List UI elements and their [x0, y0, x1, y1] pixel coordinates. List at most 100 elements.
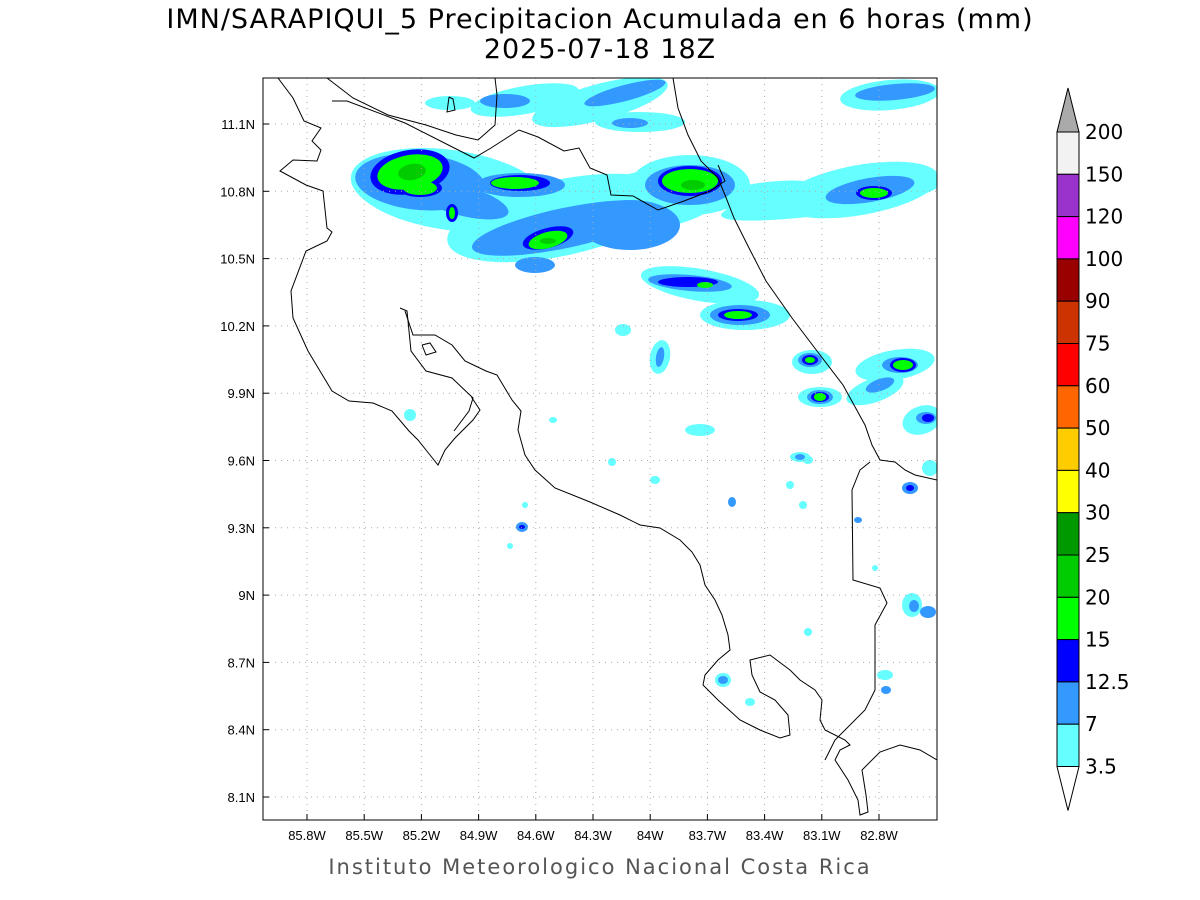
precip-contour — [403, 181, 437, 195]
nicaragua-border — [332, 100, 726, 211]
lat-tick-label: 8.1N — [228, 790, 255, 805]
colorbar-swatch — [1056, 512, 1080, 556]
colorbar-swatch — [1056, 681, 1080, 725]
precip-contour — [540, 238, 556, 244]
colorbar-label: 40 — [1085, 458, 1110, 482]
precip-contour — [480, 94, 530, 108]
precip-contour — [881, 686, 891, 694]
precip-contour — [865, 377, 895, 393]
colorbar-swatch — [1056, 216, 1080, 260]
colorbar-under-triangle — [1056, 766, 1080, 811]
precip-contour — [580, 200, 680, 250]
lat-tick-label: 11.1N — [221, 117, 255, 132]
lat-tick-label: 9.3N — [228, 521, 255, 536]
precip-contour — [718, 676, 728, 684]
precip-contour — [724, 311, 752, 319]
island-outline — [421, 342, 437, 356]
precip-contour — [728, 497, 736, 507]
precip-contour — [854, 517, 862, 523]
colorbar-over-triangle — [1056, 87, 1080, 133]
colorbar-swatch — [1056, 343, 1080, 387]
precip-contour — [449, 207, 455, 219]
colorbar-swatch — [1056, 723, 1080, 768]
lon-tick-label: 83.4W — [746, 828, 784, 843]
lon-tick-label: 84.3W — [574, 828, 612, 843]
precip-contour — [650, 476, 660, 484]
precip-contour — [799, 501, 807, 509]
axis-ticks: 85.8W 85.5W 85.2W 84.9W 84.6W 84.3W 84W 83.7W 83… — [220, 117, 898, 843]
precipitation-contours — [350, 78, 937, 706]
colorbar-swatch — [1056, 469, 1080, 514]
precip-contour — [804, 628, 812, 636]
precip-contour — [507, 543, 513, 549]
colorbar-label: 150 — [1085, 162, 1123, 186]
pacific-coastline — [277, 78, 481, 466]
lon-tick-label: 84.9W — [460, 828, 498, 843]
precip-contour — [404, 409, 416, 421]
lat-tick-label: 8.7N — [228, 655, 255, 670]
colorbar-swatch — [1056, 554, 1080, 598]
precip-contour — [612, 118, 648, 128]
lake-shore — [326, 78, 498, 141]
island-lake — [446, 96, 456, 113]
colorbar-swatch — [1056, 258, 1080, 302]
colorbar-swatch — [1056, 427, 1080, 471]
colorbar-label: 20 — [1085, 585, 1110, 609]
precip-contour — [398, 163, 426, 181]
precip-contour — [608, 458, 616, 466]
precip-contour — [685, 424, 715, 436]
precip-contour — [906, 485, 914, 491]
colorbar-label: 50 — [1085, 416, 1110, 440]
lat-tick-label: 9N — [238, 588, 255, 603]
central-pacific-coastline — [404, 310, 937, 816]
colorbar-label: 25 — [1085, 543, 1110, 567]
precip-contour — [922, 460, 937, 476]
map-subtitle: 2025-07-18 18Z — [483, 34, 717, 65]
lat-tick-label: 9.6N — [228, 454, 255, 469]
lat-tick-label: 10.8N — [220, 184, 255, 199]
colorbar-label: 60 — [1085, 374, 1110, 398]
colorbar-swatch — [1056, 173, 1080, 218]
panama-border — [824, 461, 888, 761]
lon-tick-label: 83.1W — [803, 828, 841, 843]
colorbar-label: 15 — [1085, 628, 1110, 652]
precip-contour — [519, 525, 525, 529]
lon-tick-label: 85.2W — [403, 828, 441, 843]
colorbar-label: 3.5 — [1085, 755, 1117, 779]
precip-contour — [425, 96, 475, 110]
precip-contour — [872, 565, 878, 571]
grid-lines — [263, 78, 937, 820]
colorbar-label: 120 — [1085, 205, 1123, 229]
lat-tick-label: 9.9N — [228, 386, 255, 401]
colorbar-label: 75 — [1085, 332, 1110, 356]
coastlines-borders — [277, 78, 937, 816]
precip-contour — [893, 360, 913, 370]
colorbar: 200 150 120 100 90 75 60 50 40 30 25 20 15 12.5 7 3.5 — [1056, 87, 1130, 811]
precip-contour — [814, 393, 826, 401]
lat-tick-label: 8.4N — [228, 723, 255, 738]
colorbar-label: 30 — [1085, 501, 1110, 525]
lon-tick-label: 83.7W — [689, 828, 727, 843]
lat-tick-label: 10.5N — [220, 252, 255, 267]
colorbar-label: 90 — [1085, 289, 1110, 313]
precip-contour — [855, 83, 935, 101]
precip-contour — [584, 79, 666, 107]
lat-tick-label: 10.2N — [220, 319, 255, 334]
colorbar-label: 12.5 — [1085, 670, 1130, 694]
precip-contour — [697, 282, 713, 288]
colorbar-swatch — [1056, 596, 1080, 641]
colorbar-label: 100 — [1085, 247, 1123, 271]
map-title: IMN/SARAPIQUI_5 Precipitacion Acumulada … — [166, 4, 1034, 35]
precip-contour — [515, 257, 555, 273]
precip-contour — [549, 417, 557, 423]
precip-contour — [860, 188, 888, 198]
lon-tick-label: 82.8W — [860, 828, 898, 843]
lon-tick-label: 85.5W — [345, 828, 383, 843]
map-frame — [262, 77, 938, 821]
precip-contour — [491, 177, 539, 189]
colorbar-label: 7 — [1085, 712, 1098, 736]
precip-contour — [805, 357, 815, 363]
colorbar-label: 200 — [1085, 120, 1123, 144]
precip-contour — [655, 347, 665, 367]
colorbar-swatch — [1056, 385, 1080, 429]
